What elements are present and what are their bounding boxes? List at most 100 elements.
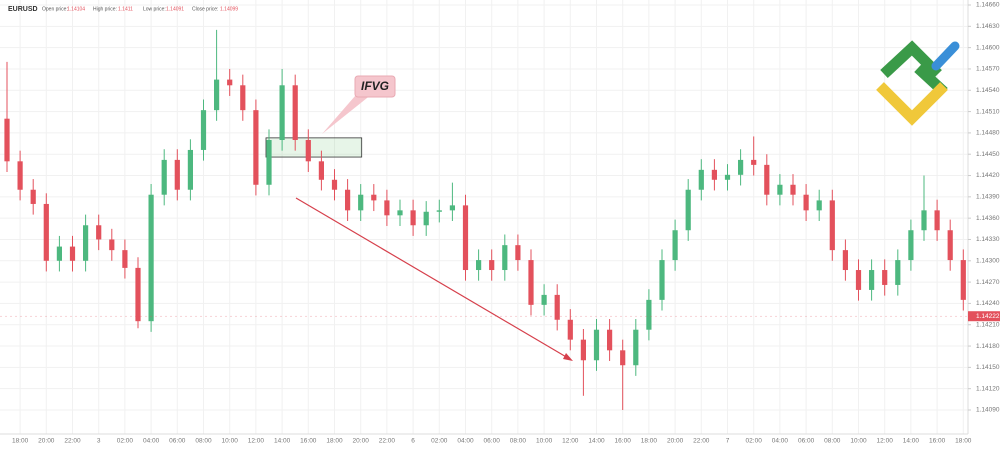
x-tick-label: 12:00 <box>562 438 579 445</box>
y-tick-label: 1.14270 <box>976 279 1000 286</box>
x-tick-label: 22:00 <box>64 438 81 445</box>
x-tick-label: 18:00 <box>641 438 658 445</box>
candle-body <box>358 194 364 211</box>
candle-body <box>895 260 901 285</box>
candle-body <box>541 294 547 305</box>
candle-body <box>711 169 717 180</box>
header-label: Low price: <box>143 6 166 12</box>
candle-body <box>947 230 953 261</box>
candle-body <box>554 294 560 320</box>
symbol: EURUSD <box>8 6 38 13</box>
candle-body <box>462 205 469 271</box>
x-tick-label: 18:00 <box>12 438 29 445</box>
candle-body <box>69 246 76 261</box>
trend-arrow <box>295 197 573 361</box>
candle-body <box>685 189 691 231</box>
x-tick-label: 02:00 <box>431 438 448 445</box>
candle-body <box>855 270 862 290</box>
candle-body <box>567 319 573 340</box>
candle-body <box>4 118 10 162</box>
callout-box <box>354 75 396 98</box>
candle-body <box>43 203 49 261</box>
candle-body <box>305 140 311 162</box>
candle-body <box>790 184 796 195</box>
candle-body <box>502 245 508 271</box>
x-tick-label: 06:00 <box>798 438 815 445</box>
logo <box>876 40 960 126</box>
candle-body <box>227 79 233 86</box>
candle-body <box>646 299 652 330</box>
x-tick-label: 20:00 <box>353 438 370 445</box>
x-tick-label: 10:00 <box>222 438 239 445</box>
y-tick-label: 1.14300 <box>976 258 1000 265</box>
candle-body <box>148 194 154 322</box>
candle-body <box>436 210 442 212</box>
y-tick-label: 1.14540 <box>976 87 1000 94</box>
grid <box>0 0 968 434</box>
candle-body <box>934 210 940 231</box>
candle-body <box>135 267 141 322</box>
candle-body <box>921 210 927 231</box>
header-value: 1.14104 <box>67 6 85 12</box>
x-tick-label: 7 <box>726 438 730 445</box>
y-tick-label: 1.14390 <box>976 194 1000 201</box>
candle-body <box>266 140 272 185</box>
candle-body <box>672 230 678 261</box>
header-value: 1.1411 <box>118 6 133 12</box>
x-tick-label: 08:00 <box>824 438 841 445</box>
x-tick-label: 06:00 <box>169 438 186 445</box>
x-tick-label: 04:00 <box>772 438 789 445</box>
x-tick-label: 16:00 <box>300 438 317 445</box>
candle-body <box>371 194 377 201</box>
candle-body <box>593 329 600 361</box>
header-label: High price: <box>93 6 117 12</box>
last-price-label: 1.14222 <box>976 313 1000 320</box>
candle-body <box>528 260 534 305</box>
candle-body <box>17 161 23 190</box>
y-tick-label: 1.14210 <box>976 321 1000 328</box>
candle-body <box>515 245 521 261</box>
y-tick-label: 1.14660 <box>976 2 1000 9</box>
candle-body <box>633 329 639 366</box>
candle-body <box>30 189 36 204</box>
candle-body <box>882 270 888 285</box>
x-tick-label: 08:00 <box>510 438 527 445</box>
candle-body <box>410 210 416 226</box>
candle-body <box>698 169 704 190</box>
candle-body <box>659 260 665 300</box>
x-tick-label: 10:00 <box>850 438 867 445</box>
y-tick-label: 1.14120 <box>976 385 1000 392</box>
y-tick-label: 1.14150 <box>976 364 1000 371</box>
candle-body <box>279 85 285 140</box>
candle-body <box>751 159 757 165</box>
candle-body <box>476 260 482 271</box>
candle-body <box>869 270 875 290</box>
candle-body <box>580 339 586 361</box>
x-tick-label: 02:00 <box>117 438 134 445</box>
header-label: Close price: <box>192 6 218 12</box>
candle-body <box>397 210 403 216</box>
x-tick-label: 14:00 <box>274 438 291 445</box>
x-tick-label: 16:00 <box>615 438 632 445</box>
candle-body <box>738 159 744 175</box>
y-tick-label: 1.14090 <box>976 407 1000 414</box>
candle-body <box>331 179 338 190</box>
candle-body <box>318 161 324 180</box>
x-tick-label: 12:00 <box>877 438 894 445</box>
candle-body <box>214 79 220 111</box>
x-tick-label: 16:00 <box>929 438 946 445</box>
x-tick-label: 06:00 <box>484 438 501 445</box>
candle-body <box>449 205 455 211</box>
x-tick-label: 18:00 <box>955 438 972 445</box>
x-tick-label: 08:00 <box>195 438 212 445</box>
candle-body <box>777 184 783 195</box>
y-tick-label: 1.14600 <box>976 44 1000 51</box>
candle-body <box>816 200 822 211</box>
ifvg-callout: IFVG <box>322 75 396 134</box>
candle-body <box>253 110 259 185</box>
candle-body <box>83 225 89 261</box>
candle-body <box>423 211 429 226</box>
header-value: 1.14091 <box>166 6 184 12</box>
candle-body <box>122 250 128 268</box>
